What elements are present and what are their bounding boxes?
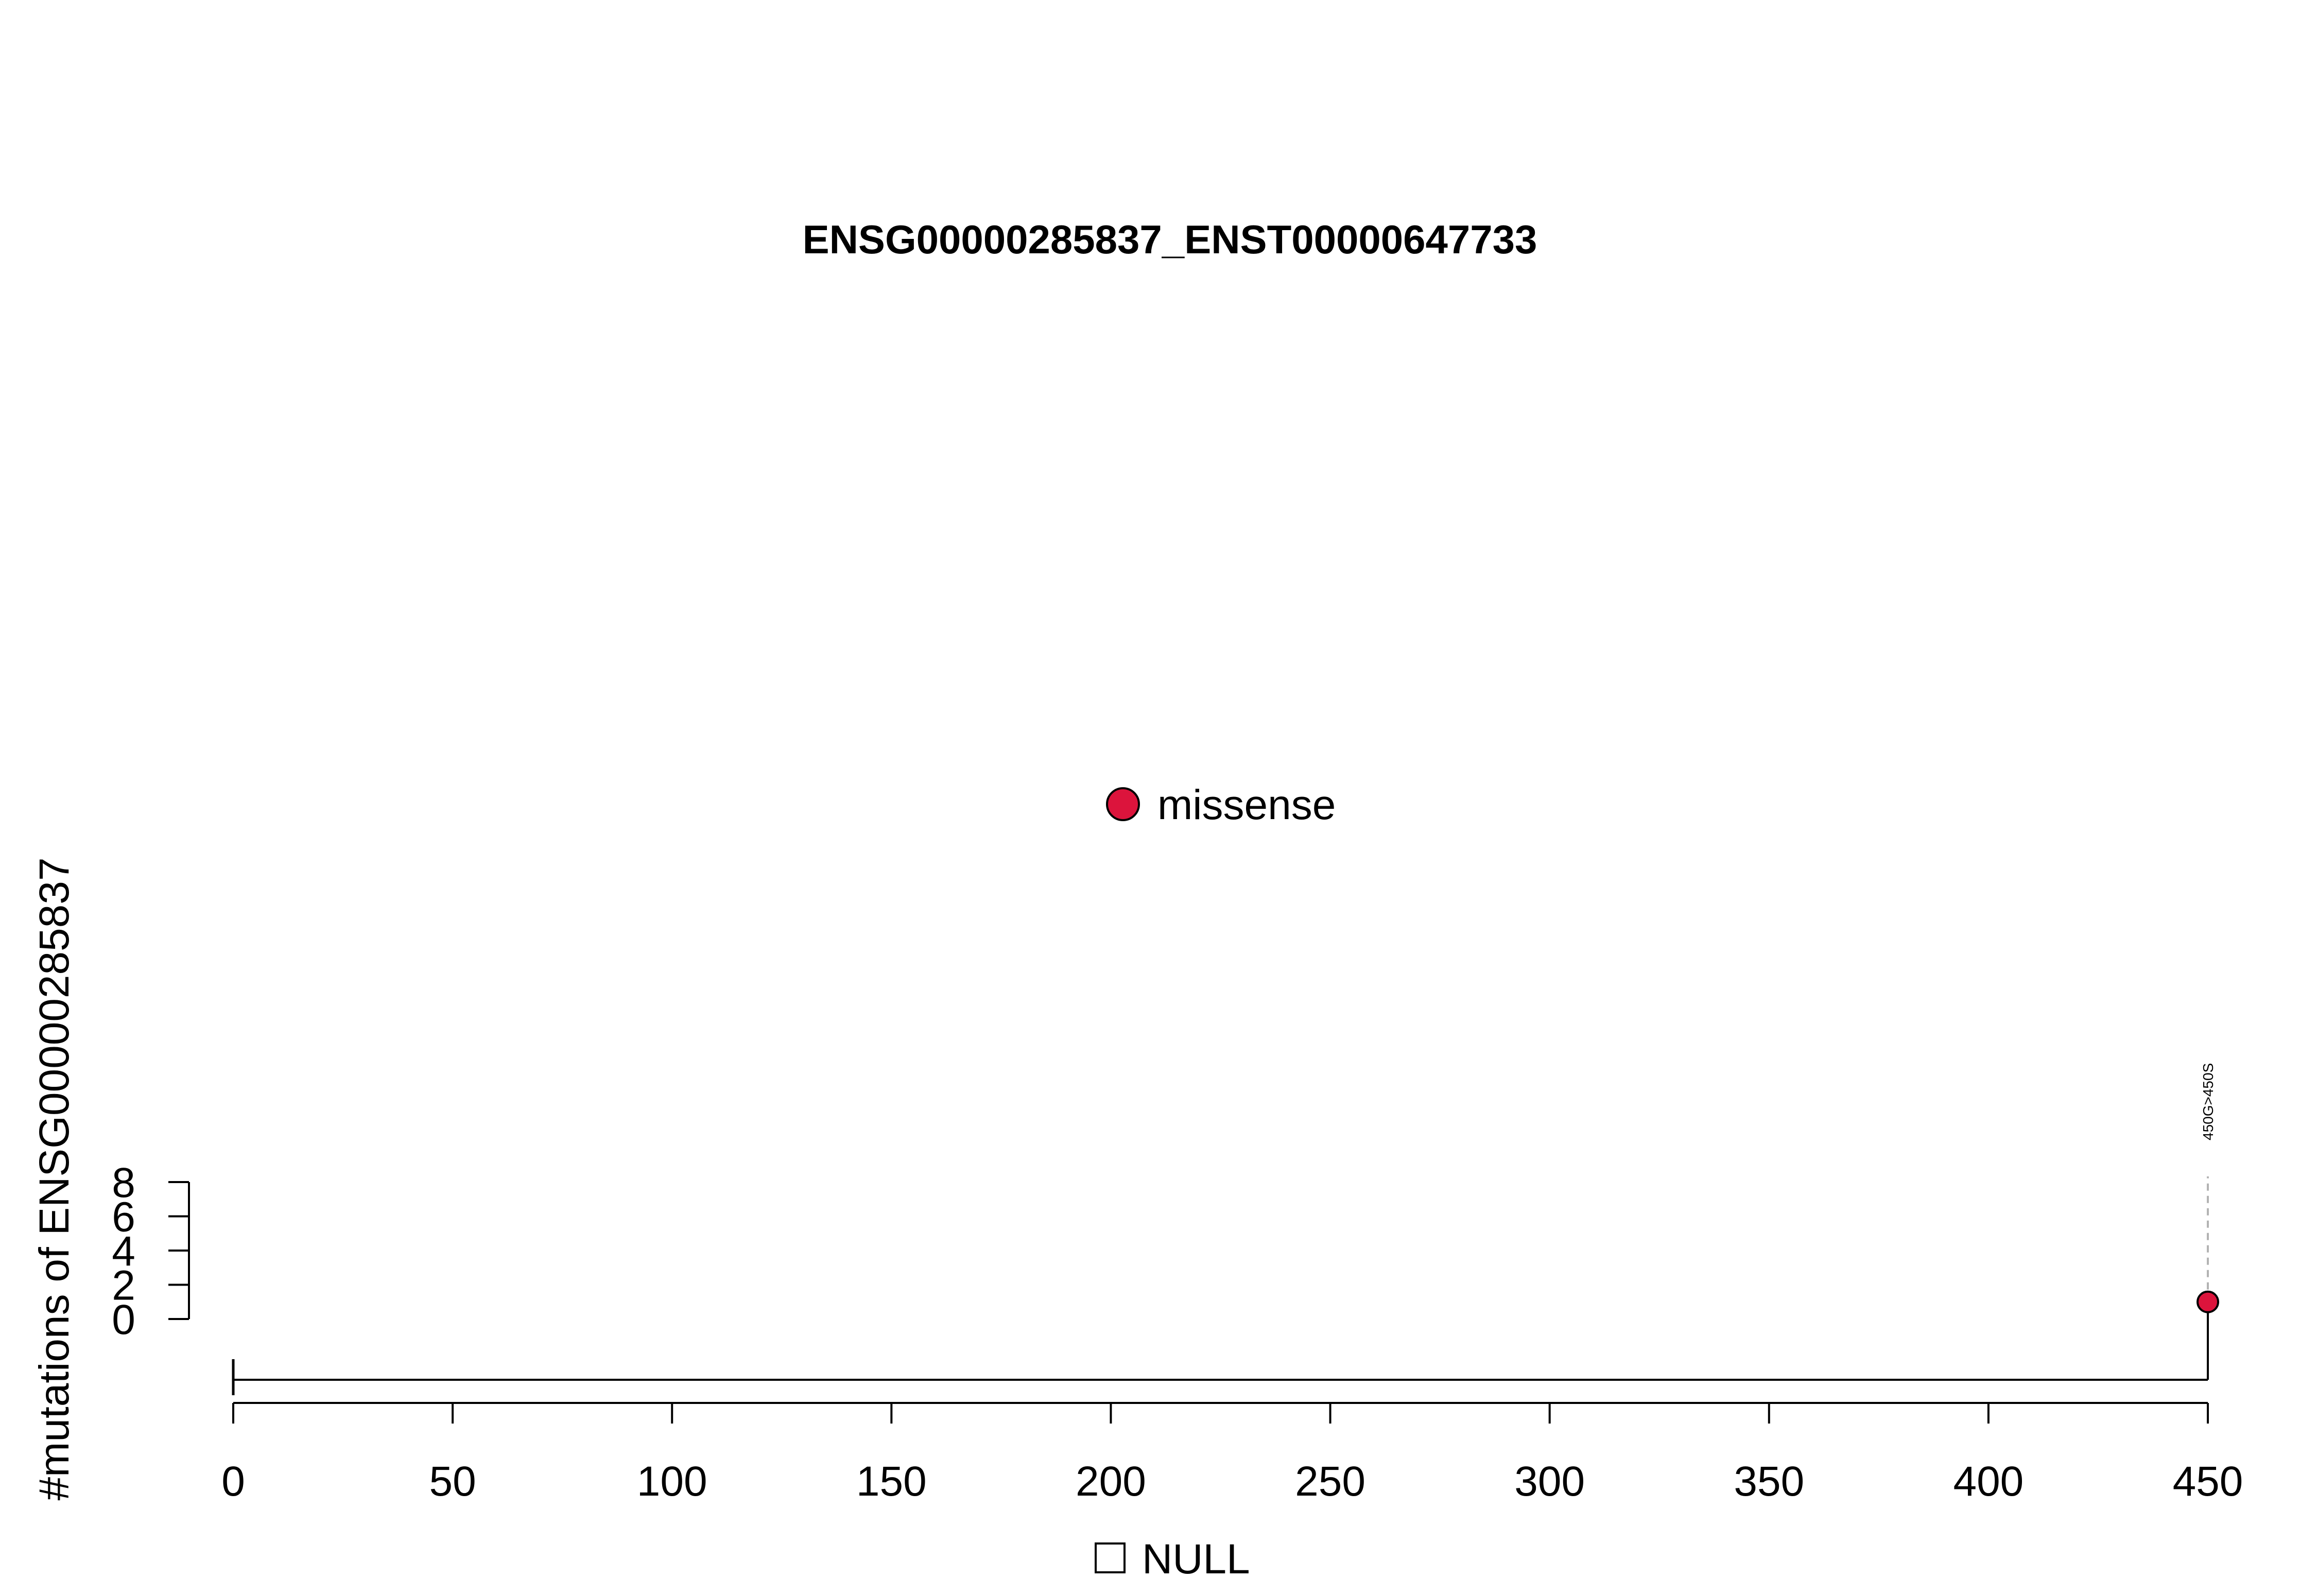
mutation-lollipops: 450G>450S	[2197, 1063, 2219, 1380]
domain-legend-swatch	[1095, 1542, 1126, 1573]
x-tick-label: 100	[637, 1458, 707, 1505]
x-tick-label: 150	[856, 1458, 927, 1505]
y-tick-label: 4	[112, 1228, 135, 1275]
domain-legend-label: NULL	[1142, 1536, 1250, 1583]
domain-legend: NULL	[1095, 1536, 1250, 1583]
x-tick-label: 50	[429, 1458, 476, 1505]
x-axis: 0 50 100 150 200 250 300 350 400 450	[221, 1402, 2243, 1505]
protein-backbone	[232, 1359, 2208, 1395]
y-tick-label: 2	[112, 1262, 135, 1309]
x-tick-label: 250	[1295, 1458, 1365, 1505]
legend-label-missense: missense	[1157, 782, 1336, 828]
x-tick-label: 300	[1514, 1458, 1585, 1505]
x-tick-label: 350	[1734, 1458, 1804, 1505]
y-tick-label: 6	[112, 1194, 135, 1241]
mutation-legend: missense	[1106, 782, 1336, 828]
x-tick-label: 200	[1076, 1458, 1146, 1505]
x-tick-label: 450	[2173, 1458, 2243, 1505]
lollipop-point	[2197, 1290, 2219, 1313]
mutation-label: 450G>450S	[2200, 1063, 2216, 1140]
x-tick-label: 400	[1953, 1458, 2024, 1505]
legend-marker-missense	[1106, 787, 1140, 821]
chart-title: ENSG00000285837_ENST00000647733	[803, 217, 1537, 262]
y-tick-label: 0	[112, 1296, 135, 1343]
y-tick-label: 8	[112, 1159, 135, 1206]
y-axis-label: #mutations of ENSG00000285837	[31, 857, 78, 1500]
x-tick-label: 0	[221, 1458, 245, 1505]
